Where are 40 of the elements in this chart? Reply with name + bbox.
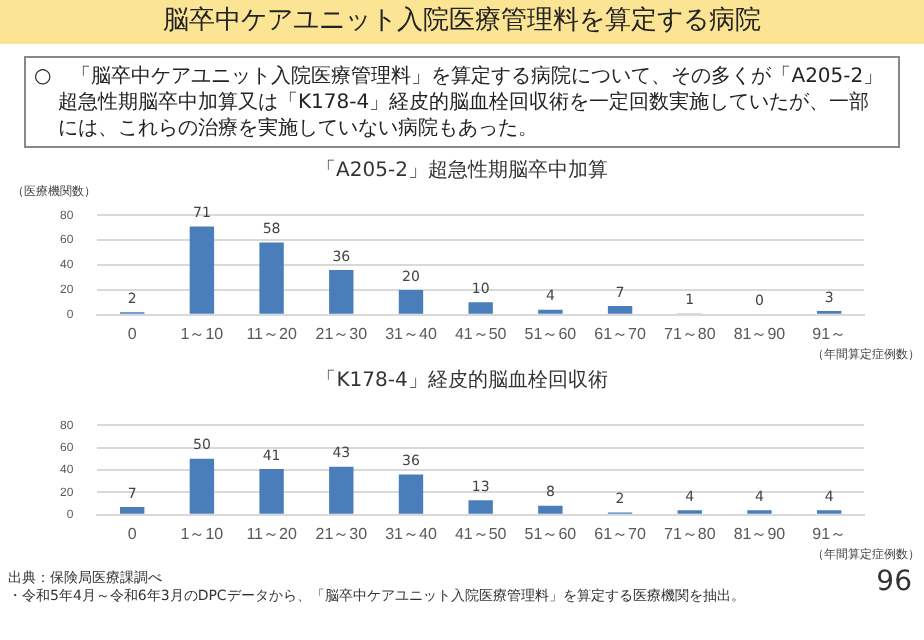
- bar: [468, 302, 493, 314]
- bar: [259, 468, 284, 514]
- x-tick-label: 91～: [812, 324, 847, 343]
- x-tick-label: 1～10: [180, 324, 225, 343]
- bar: [189, 458, 215, 514]
- x-tick-label: 1～10: [180, 524, 225, 543]
- bar: [329, 466, 354, 514]
- x-tick-label: 81～90: [733, 324, 787, 343]
- x-tick-label: 0: [127, 324, 138, 343]
- x-tick-label: 41～50: [454, 324, 508, 343]
- bar: [329, 269, 354, 314]
- x-tick-label: 91～: [812, 524, 847, 543]
- bar: [398, 474, 424, 514]
- bar: [468, 500, 493, 514]
- chart-title: 「K178-4」経皮的脳血栓回収術: [314, 370, 610, 394]
- x-tick-label: 41～50: [454, 524, 508, 543]
- bar: [607, 306, 633, 314]
- text: 脳卒中ケアユニット入院医療管理料を算定する病院: [0, 0, 924, 44]
- x-tick-label: 81～90: [733, 524, 787, 543]
- x-tick-label: 21～30: [315, 324, 369, 343]
- bar: [189, 226, 215, 314]
- x-tick-label: 61～70: [594, 324, 647, 343]
- text: 96: [876, 566, 912, 598]
- x-tick-label: 61～70: [594, 524, 647, 543]
- text: ○ 「脳卒中ケアユニット入院医療管理料」を算定する病院について、その多くが「A205-2」超急性期脳卒中加算又は「K178-4」経皮的脳血栓回収術を一定回数実施していたが、一部には、これらの治療を実施していない病院もあった。: [24, 56, 900, 148]
- x-tick-label: 11～20: [246, 324, 298, 343]
- bar: [398, 289, 424, 314]
- bar: [259, 242, 284, 314]
- x-tick-label: 11～20: [246, 524, 298, 543]
- chart-title: 「A205-2」超急性期脳卒中加算: [314, 160, 610, 184]
- bar: [538, 505, 563, 514]
- x-tick-label: 0: [127, 524, 138, 543]
- x-tick-label: 71～80: [663, 524, 717, 543]
- x-tick-label: 51～60: [524, 324, 578, 343]
- x-tick-label: 71～80: [663, 324, 717, 343]
- x-tick-label: 31～40: [385, 524, 438, 543]
- x-tick-label: 51～60: [524, 524, 578, 543]
- x-tick-label: 31～40: [385, 324, 438, 343]
- bar: [120, 506, 145, 514]
- x-tick-label: 21～30: [315, 524, 369, 543]
